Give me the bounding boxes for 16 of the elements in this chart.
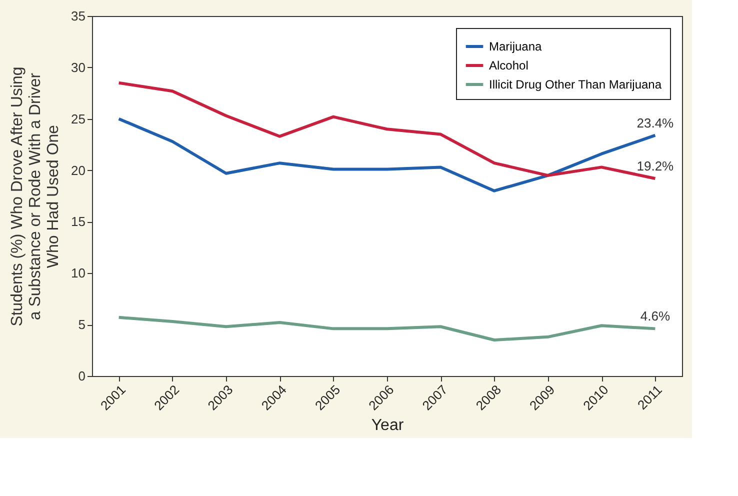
y-axis-title: Students (%) Who Drove After Using a Substance or Rode With a Driver Who Had Used One xyxy=(9,66,62,326)
legend-label: Illicit Drug Other Than Marijuana xyxy=(489,78,662,92)
y-tick-label: 35 xyxy=(71,8,86,24)
y-tick-label: 10 xyxy=(71,266,86,281)
y-tick-label: 5 xyxy=(78,317,86,332)
y-tick-label: 30 xyxy=(71,60,86,75)
x-axis-title: Year xyxy=(371,417,404,434)
data-label: 19.2% xyxy=(636,158,674,174)
y-tick-label: 15 xyxy=(71,214,86,230)
data-label: 23.4% xyxy=(636,115,674,130)
data-label: 4.6% xyxy=(640,308,670,324)
legend-label: Alcohol xyxy=(489,58,528,72)
y-tick-label: 20 xyxy=(71,162,86,178)
y-tick-label: 25 xyxy=(71,111,86,126)
y-tick-label: 0 xyxy=(78,368,86,384)
legend-label: Marijuana xyxy=(489,40,542,54)
